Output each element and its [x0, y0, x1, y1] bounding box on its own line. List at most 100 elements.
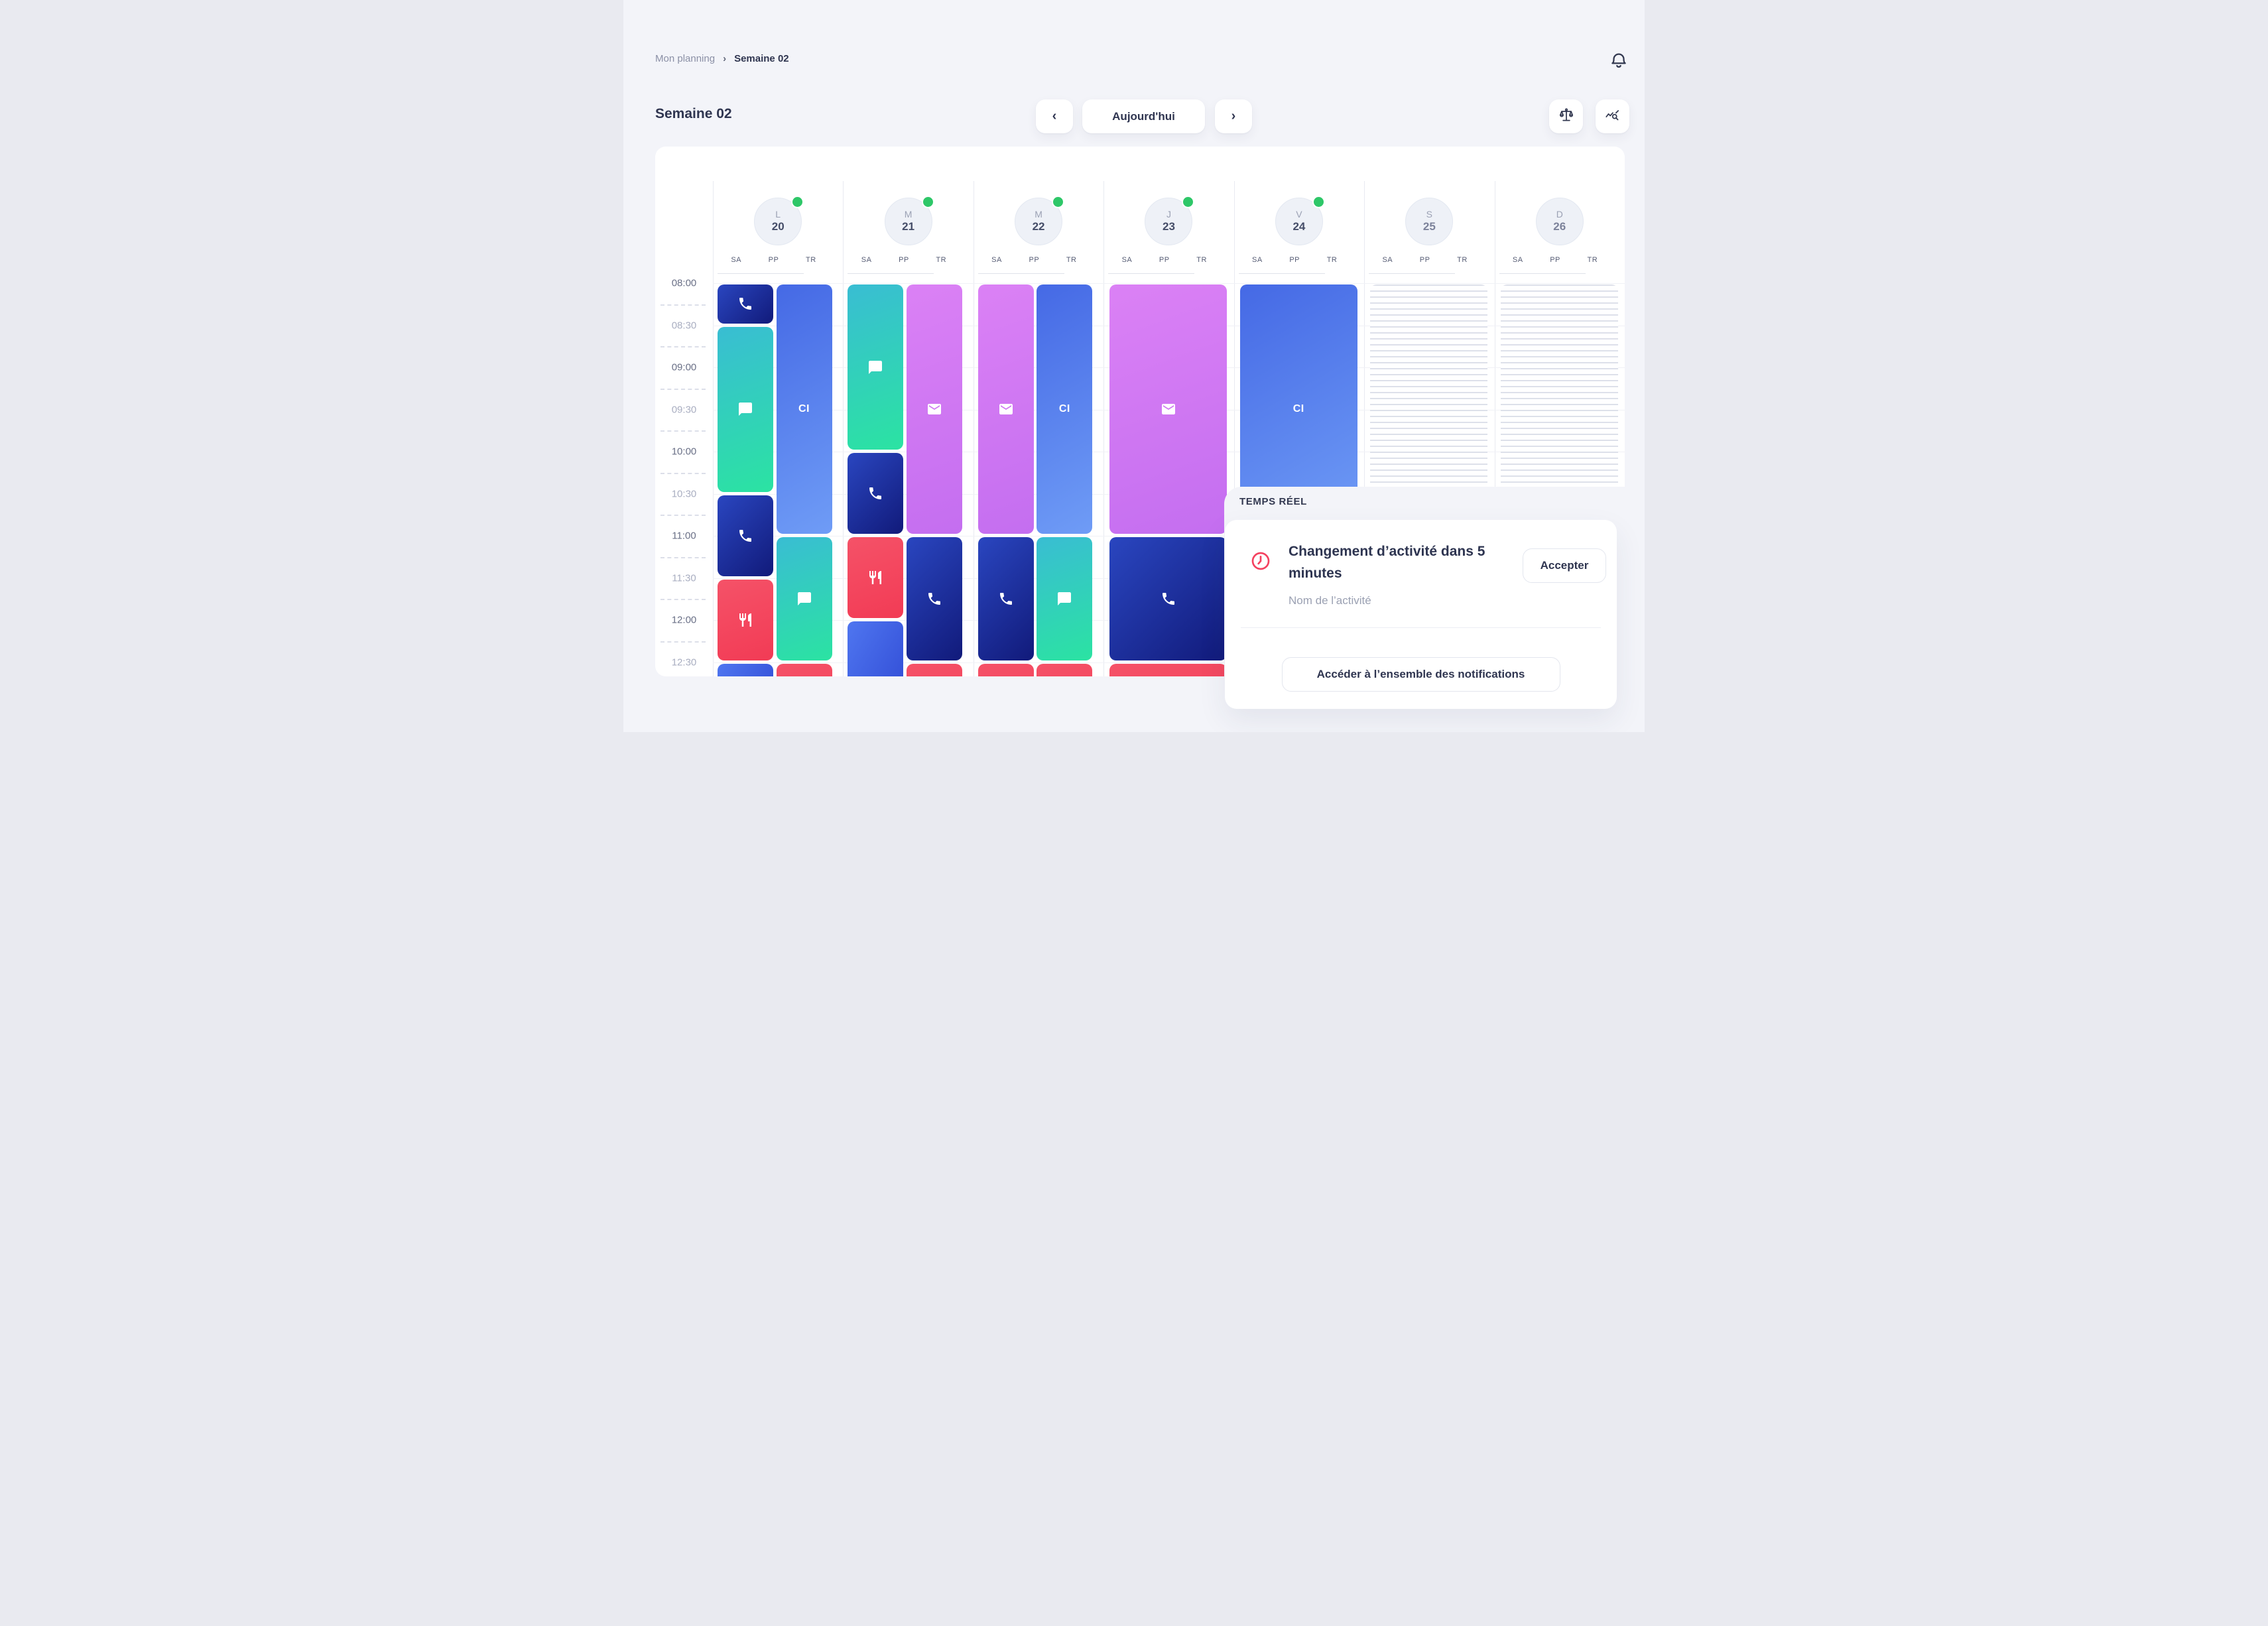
event-ci[interactable]: CI	[1037, 284, 1093, 534]
realtime-section-label: TEMPS RÉEL	[1239, 496, 1307, 507]
event-phone[interactable]	[718, 284, 773, 324]
notification-card: Changement d’activité dans 5 minutes Nom…	[1225, 520, 1617, 709]
bell-icon[interactable]	[1609, 50, 1629, 70]
time-label: 09:00	[671, 361, 697, 373]
event-block[interactable]	[1109, 663, 1228, 676]
day-column-divider	[1103, 181, 1105, 676]
restaurant-icon	[867, 570, 883, 586]
event-block[interactable]	[1037, 663, 1093, 676]
event-chat[interactable]	[776, 537, 832, 660]
gutter-tick	[661, 599, 706, 601]
subcolumn-label: SA	[1512, 256, 1523, 264]
day-letter: M	[1035, 209, 1042, 220]
event-phone[interactable]	[906, 537, 962, 660]
chart-search-icon	[1604, 107, 1621, 126]
day-column-divider	[1233, 181, 1235, 676]
prev-week-button[interactable]: ‹	[1036, 99, 1073, 133]
chat-bubble-icon	[1056, 591, 1072, 607]
time-label: 09:30	[671, 404, 697, 415]
subcolumn-label: TR	[936, 256, 947, 264]
subcolumn-label: SA	[1382, 256, 1393, 264]
all-notifications-button[interactable]: Accéder à l’ensemble des notifications	[1281, 657, 1560, 692]
active-day-dot	[922, 197, 933, 207]
subcolumn-underline	[848, 273, 934, 274]
notification-title: Changement d’activité dans 5 minutes	[1289, 544, 1485, 581]
event-chat[interactable]	[718, 326, 773, 492]
day-column	[1103, 283, 1233, 676]
event-mail[interactable]	[1109, 284, 1228, 534]
breadcrumb-parent-link[interactable]: Mon planning	[655, 53, 716, 64]
subcolumn-label: PP	[899, 256, 909, 264]
active-day-dot	[1313, 197, 1324, 207]
day-circle[interactable]: D 26	[1535, 198, 1584, 245]
event-phone[interactable]	[848, 453, 904, 534]
day-header: D 26 SA PP TR	[1495, 147, 1625, 283]
event-block[interactable]	[977, 663, 1034, 676]
gutter-tick	[661, 346, 706, 348]
subcolumn-label: SA	[1252, 256, 1263, 264]
event-chat[interactable]	[1037, 537, 1093, 660]
event-lunch[interactable]	[848, 537, 904, 618]
day-number: 26	[1553, 220, 1566, 233]
subcolumn-underline	[1369, 273, 1456, 274]
chat-bubble-icon	[867, 359, 883, 375]
event-phone[interactable]	[718, 495, 773, 576]
slot-grid-line	[713, 662, 1625, 663]
planning-page: Mon planning › Semaine 02 Semaine 02 ‹ A…	[623, 0, 1645, 732]
subcolumn-label: SA	[1121, 256, 1133, 264]
event-block[interactable]	[776, 663, 832, 676]
day-column	[843, 283, 973, 676]
day-column: CI	[713, 283, 843, 676]
day-number: 22	[1032, 220, 1045, 233]
day-letter: L	[775, 209, 781, 220]
subcolumn-label: SA	[861, 256, 872, 264]
time-label: 08:00	[671, 277, 697, 289]
subcolumn-label: SA	[731, 256, 741, 264]
event-ci[interactable]: CI	[776, 284, 832, 534]
event-ci-label: CI	[1292, 403, 1304, 414]
event-ci-label: CI	[798, 403, 810, 414]
clock-icon	[1250, 550, 1271, 572]
event-phone[interactable]	[1109, 537, 1228, 660]
subcolumn-labels: SA PP TR	[978, 256, 1090, 264]
event-mail[interactable]	[977, 284, 1034, 534]
event-block[interactable]	[906, 663, 962, 676]
subcolumn-labels: SA PP TR	[1108, 256, 1220, 264]
today-button[interactable]: Aujourd'hui	[1082, 99, 1205, 133]
subcolumn-labels: SA PP TR	[1369, 256, 1481, 264]
subcolumn-label: PP	[1029, 256, 1040, 264]
next-week-button[interactable]: ›	[1215, 99, 1252, 133]
phone-icon	[737, 296, 753, 312]
breadcrumb-chevron-icon: ›	[723, 53, 727, 64]
accept-button[interactable]: Accepter	[1523, 548, 1606, 583]
event-block[interactable]	[718, 663, 773, 676]
time-label: 10:30	[671, 488, 697, 499]
gutter-tick	[661, 472, 706, 474]
subcolumn-label: TR	[1066, 256, 1077, 264]
subcolumn-label: PP	[1289, 256, 1300, 264]
subcolumn-label: TR	[1457, 256, 1468, 264]
balance-button[interactable]	[1549, 99, 1583, 133]
day-header: S 25 SA PP TR	[1364, 147, 1494, 283]
subcolumn-labels: SA PP TR	[718, 256, 830, 264]
phone-icon	[926, 591, 942, 607]
event-mail[interactable]	[906, 284, 962, 534]
scales-icon	[1558, 107, 1575, 126]
day-column: CI	[974, 283, 1103, 676]
restaurant-icon	[737, 612, 753, 628]
event-chat[interactable]	[848, 284, 904, 450]
event-block[interactable]	[848, 621, 904, 676]
day-number: 20	[771, 220, 785, 233]
event-lunch[interactable]	[718, 579, 773, 660]
day-circle[interactable]: S 25	[1405, 198, 1454, 245]
subcolumn-label: PP	[1159, 256, 1170, 264]
analytics-button[interactable]	[1596, 99, 1629, 133]
event-phone[interactable]	[977, 537, 1034, 660]
chat-bubble-icon	[796, 591, 812, 607]
time-label: 10:00	[671, 446, 697, 458]
notification-divider	[1241, 627, 1601, 628]
phone-icon	[867, 485, 883, 501]
day-number: 23	[1163, 220, 1175, 233]
day-number: 25	[1422, 220, 1436, 233]
mail-icon	[926, 401, 942, 417]
